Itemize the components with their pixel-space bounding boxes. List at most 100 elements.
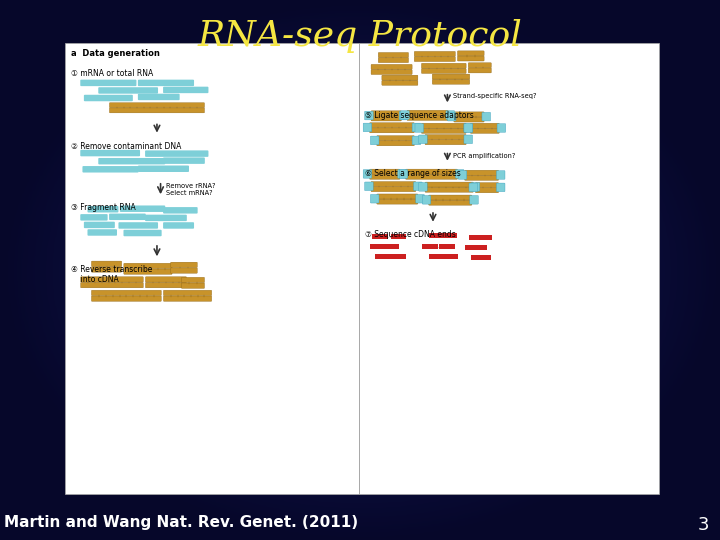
FancyBboxPatch shape: [432, 79, 469, 84]
FancyBboxPatch shape: [171, 262, 197, 267]
FancyBboxPatch shape: [81, 277, 143, 282]
FancyBboxPatch shape: [414, 57, 455, 62]
Text: ④ Reverse transcribe
    into cDNA: ④ Reverse transcribe into cDNA: [71, 265, 152, 284]
FancyBboxPatch shape: [469, 183, 477, 192]
FancyBboxPatch shape: [425, 140, 466, 145]
FancyBboxPatch shape: [414, 51, 455, 56]
Bar: [469, 235, 485, 240]
FancyBboxPatch shape: [468, 68, 491, 73]
FancyBboxPatch shape: [407, 116, 448, 120]
FancyBboxPatch shape: [371, 187, 415, 192]
FancyBboxPatch shape: [464, 176, 498, 180]
FancyBboxPatch shape: [91, 296, 161, 301]
FancyBboxPatch shape: [470, 123, 499, 128]
FancyBboxPatch shape: [163, 296, 212, 301]
FancyBboxPatch shape: [382, 80, 418, 85]
Text: RNA-seq Protocol: RNA-seq Protocol: [197, 19, 523, 53]
FancyBboxPatch shape: [377, 141, 414, 146]
FancyBboxPatch shape: [377, 199, 418, 204]
Bar: [476, 235, 492, 240]
FancyBboxPatch shape: [496, 183, 505, 192]
FancyBboxPatch shape: [469, 195, 478, 204]
FancyBboxPatch shape: [91, 261, 122, 266]
FancyBboxPatch shape: [124, 230, 161, 237]
FancyBboxPatch shape: [471, 183, 480, 191]
Bar: [383, 244, 399, 249]
Text: ③ Fragment RNA: ③ Fragment RNA: [71, 203, 135, 212]
FancyBboxPatch shape: [88, 230, 117, 235]
FancyBboxPatch shape: [415, 194, 424, 203]
FancyBboxPatch shape: [382, 75, 418, 80]
FancyBboxPatch shape: [418, 183, 427, 191]
FancyBboxPatch shape: [405, 169, 457, 174]
FancyBboxPatch shape: [181, 283, 204, 288]
FancyBboxPatch shape: [497, 124, 505, 132]
FancyBboxPatch shape: [369, 128, 414, 133]
FancyBboxPatch shape: [163, 87, 209, 93]
FancyBboxPatch shape: [371, 181, 415, 186]
FancyBboxPatch shape: [109, 214, 145, 220]
Text: Martin and Wang Nat. Rev. Genet. (2011): Martin and Wang Nat. Rev. Genet. (2011): [4, 515, 358, 530]
FancyBboxPatch shape: [397, 170, 406, 178]
FancyBboxPatch shape: [124, 264, 172, 268]
FancyBboxPatch shape: [138, 166, 189, 172]
Bar: [429, 254, 445, 259]
FancyBboxPatch shape: [475, 183, 498, 187]
FancyBboxPatch shape: [482, 112, 490, 121]
FancyBboxPatch shape: [163, 158, 205, 164]
FancyBboxPatch shape: [120, 206, 166, 212]
FancyBboxPatch shape: [369, 123, 414, 127]
FancyBboxPatch shape: [425, 182, 473, 187]
Bar: [429, 233, 445, 238]
Bar: [65, 43, 659, 494]
FancyBboxPatch shape: [171, 268, 197, 273]
Text: Remove rRNA?
Select mRNA?: Remove rRNA? Select mRNA?: [166, 183, 216, 195]
FancyBboxPatch shape: [378, 58, 408, 63]
Text: ⑥ Select a range of sizes: ⑥ Select a range of sizes: [364, 169, 460, 178]
FancyBboxPatch shape: [405, 174, 457, 179]
FancyBboxPatch shape: [84, 222, 115, 228]
FancyBboxPatch shape: [371, 70, 412, 75]
FancyBboxPatch shape: [457, 51, 484, 56]
FancyBboxPatch shape: [81, 282, 143, 288]
FancyBboxPatch shape: [109, 108, 204, 113]
FancyBboxPatch shape: [91, 291, 161, 295]
Text: a  Data generation: a Data generation: [71, 49, 159, 58]
FancyBboxPatch shape: [163, 291, 212, 295]
FancyBboxPatch shape: [418, 135, 427, 144]
FancyBboxPatch shape: [81, 80, 137, 86]
FancyBboxPatch shape: [421, 69, 466, 73]
FancyBboxPatch shape: [363, 123, 372, 132]
FancyBboxPatch shape: [145, 282, 186, 288]
FancyBboxPatch shape: [364, 182, 373, 191]
FancyBboxPatch shape: [425, 134, 466, 139]
FancyBboxPatch shape: [455, 170, 464, 178]
FancyBboxPatch shape: [464, 124, 472, 132]
FancyBboxPatch shape: [370, 136, 379, 145]
FancyBboxPatch shape: [422, 195, 431, 204]
FancyBboxPatch shape: [446, 111, 454, 119]
Bar: [390, 234, 406, 239]
FancyBboxPatch shape: [412, 136, 420, 145]
FancyBboxPatch shape: [428, 195, 472, 200]
FancyBboxPatch shape: [109, 103, 204, 107]
FancyBboxPatch shape: [421, 129, 466, 133]
FancyBboxPatch shape: [163, 207, 197, 214]
Bar: [422, 244, 438, 249]
FancyBboxPatch shape: [400, 111, 409, 119]
FancyBboxPatch shape: [377, 194, 418, 199]
FancyBboxPatch shape: [415, 124, 423, 132]
FancyBboxPatch shape: [82, 166, 138, 173]
Text: ⑦ Sequence cDNA ends: ⑦ Sequence cDNA ends: [364, 230, 455, 239]
FancyBboxPatch shape: [470, 129, 499, 133]
Bar: [441, 233, 456, 238]
FancyBboxPatch shape: [464, 135, 472, 144]
Bar: [390, 254, 406, 259]
FancyBboxPatch shape: [88, 206, 119, 213]
FancyBboxPatch shape: [81, 214, 108, 221]
FancyBboxPatch shape: [371, 64, 412, 69]
Text: 3: 3: [698, 516, 709, 534]
FancyBboxPatch shape: [371, 111, 401, 116]
Bar: [475, 255, 491, 260]
FancyBboxPatch shape: [454, 112, 484, 117]
